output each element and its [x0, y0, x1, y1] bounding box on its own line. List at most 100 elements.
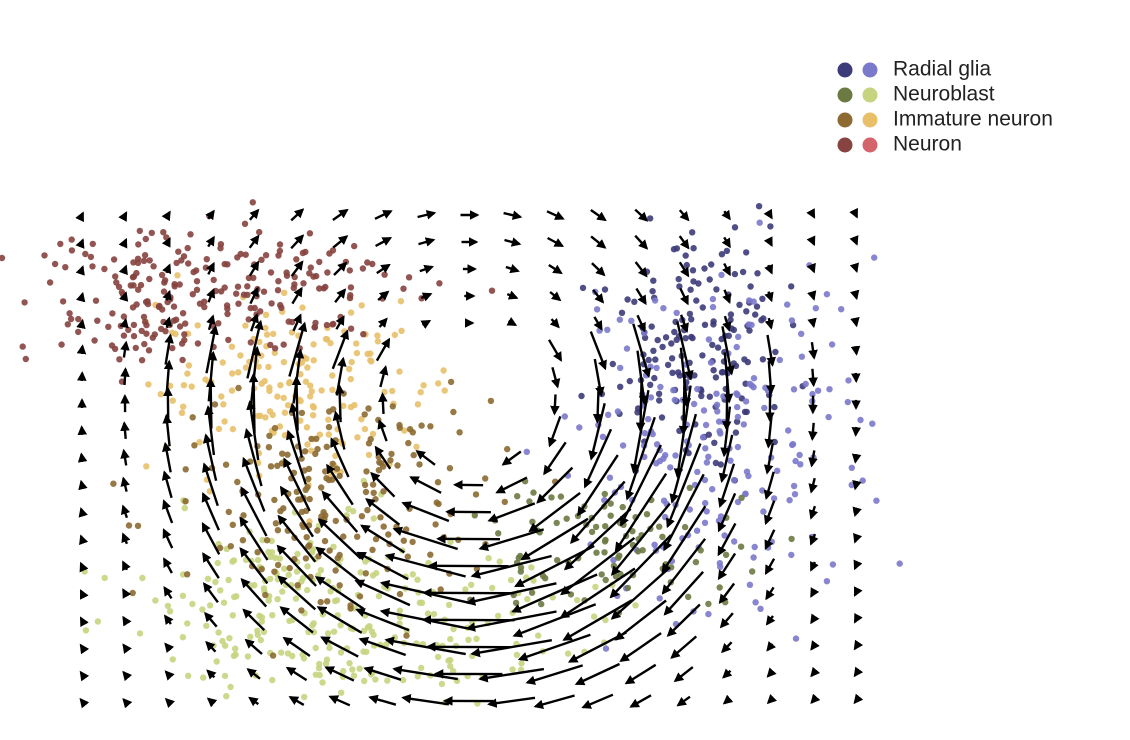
velocity-arrow: [356, 551, 409, 581]
cell-point: [606, 474, 614, 481]
cell-point: [714, 344, 722, 351]
cell-point: [309, 412, 317, 419]
velocity-arrow: [122, 643, 132, 654]
cell-point: [141, 340, 148, 348]
velocity-arrow: [666, 603, 701, 637]
velocity-arrow: [851, 453, 862, 464]
cell-point: [326, 250, 333, 257]
cell-point: [21, 299, 28, 306]
velocity-arrow: [120, 421, 130, 440]
cell-point: [276, 241, 284, 248]
cell-point: [350, 672, 358, 679]
cell-point: [271, 345, 279, 352]
cell-point: [364, 350, 371, 358]
cell-point: [274, 527, 282, 534]
velocity-arrow: [314, 576, 365, 610]
cell-point: [760, 508, 767, 515]
cell-point: [669, 369, 676, 376]
velocity-arrow: [375, 236, 393, 248]
velocity-arrow: [722, 289, 732, 304]
cell-point: [199, 606, 206, 613]
cell-point: [182, 320, 189, 327]
cell-point: [353, 349, 361, 357]
velocity-arrow: [75, 238, 85, 249]
cell-point: [223, 302, 231, 309]
velocity-arrow: [679, 287, 689, 306]
cell-point: [189, 291, 196, 298]
cell-point: [214, 559, 221, 567]
cell-point: [306, 270, 313, 277]
velocity-arrow: [205, 324, 219, 374]
cell-point: [277, 382, 284, 389]
velocity-arrow: [853, 693, 864, 705]
cell-point: [701, 476, 709, 484]
cell-point: [210, 276, 217, 284]
cell-point: [593, 549, 600, 556]
velocity-arrow: [717, 492, 737, 533]
cell-point: [329, 386, 336, 393]
cell-point: [785, 427, 792, 434]
cell-point: [274, 596, 281, 603]
cell-point: [340, 533, 347, 540]
cell-point: [315, 553, 322, 560]
cell-point: [699, 304, 706, 311]
cell-point: [710, 318, 717, 325]
cell-point: [229, 370, 236, 377]
cell-point: [517, 568, 524, 575]
cell-point: [750, 554, 757, 561]
cell-point: [112, 273, 119, 280]
velocity-arrow: [763, 236, 773, 248]
velocity-arrow: [285, 666, 308, 682]
cell-point: [271, 496, 278, 504]
cell-point: [307, 393, 314, 400]
velocity-arrow: [320, 636, 359, 658]
velocity-arrow: [506, 290, 519, 300]
cell-point: [655, 390, 663, 397]
velocity-arrow: [543, 441, 567, 476]
cell-point: [256, 338, 263, 346]
cell-point: [299, 304, 306, 311]
cell-point: [739, 268, 747, 276]
cell-point: [329, 460, 336, 467]
velocity-arrow: [76, 318, 86, 330]
cell-point: [548, 494, 555, 501]
cell-point: [712, 459, 720, 467]
velocity-arrow: [590, 209, 607, 222]
cell-point: [267, 575, 274, 583]
cell-point: [227, 683, 234, 691]
cell-point: [304, 586, 311, 594]
cell-point: [714, 408, 721, 415]
cell-point: [405, 439, 412, 447]
cell-point: [687, 286, 694, 293]
cell-point: [482, 475, 489, 482]
cell-point: [325, 431, 332, 438]
cell-point: [302, 555, 310, 562]
cell-point: [348, 358, 355, 366]
cell-point: [202, 264, 210, 271]
cell-point: [609, 360, 616, 368]
cell-point: [271, 424, 279, 432]
cell-point: [718, 271, 725, 279]
velocity-arrow: [592, 289, 605, 304]
cell-point: [203, 622, 210, 629]
cell-point: [280, 394, 287, 402]
cell-point: [732, 429, 740, 436]
velocity-arrow: [377, 419, 388, 442]
cell-point: [364, 506, 371, 514]
cell-point: [626, 377, 633, 385]
cell-point: [293, 568, 301, 575]
cell-point: [151, 331, 158, 338]
cell-point: [234, 478, 241, 486]
cell-point: [340, 390, 347, 397]
cell-point: [201, 303, 208, 311]
velocity-arrow: [717, 552, 737, 581]
cell-point: [258, 566, 265, 573]
cell-point: [203, 256, 210, 263]
cell-point: [279, 450, 286, 457]
cell-point: [318, 513, 325, 520]
cell-point: [432, 521, 439, 528]
cell-point: [789, 441, 797, 448]
cell-point: [281, 565, 288, 572]
cell-point: [413, 443, 420, 450]
cell-point: [347, 309, 355, 316]
